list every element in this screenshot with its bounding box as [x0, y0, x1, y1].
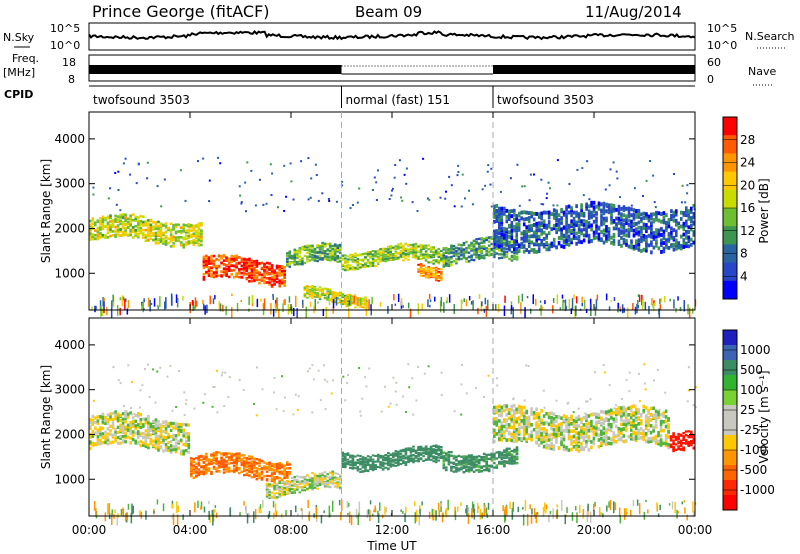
nsearch-tick-bottom: 10^0	[707, 39, 737, 52]
power-cbar-tick-3: 16	[740, 201, 755, 215]
freq-bar-1	[493, 65, 695, 74]
power-ytick-1: 2000	[54, 221, 85, 235]
power-cbar-tick-2: 20	[740, 178, 755, 192]
velocity-ytick-0: 1000	[54, 472, 85, 486]
freq-tick-bottom: 8	[68, 73, 75, 86]
power-cbar-swatch-5	[723, 208, 737, 227]
vel-cbar-tick-1: 500	[740, 363, 763, 377]
vel-cbar-swatch-8	[723, 450, 737, 466]
power-cbar-tick-0: 28	[740, 133, 755, 147]
vel-cbar-swatch-10	[723, 480, 737, 496]
xtick-label-1: 04:00	[173, 523, 208, 537]
velocity-ytick-1: 2000	[54, 427, 85, 441]
nsky-trace	[88, 30, 696, 41]
power-colorbar: 28 24 20 16 12 8 4	[722, 116, 755, 300]
power-cbar-tick-5: 8	[740, 247, 748, 261]
station-title: Prince George (fitACF)	[92, 2, 270, 21]
velocity-panel-bg	[89, 318, 695, 516]
nsky-tick-top: 10^5	[50, 22, 80, 35]
power-cbar-tick-6: 4	[740, 269, 748, 283]
power-heatmap	[89, 156, 697, 321]
power-ytick-2: 3000	[54, 177, 85, 191]
power-cbar-swatch-4	[723, 189, 737, 209]
power-cbar-tick-1: 24	[740, 156, 755, 170]
power-cbar-swatch-0	[723, 117, 737, 136]
nave-tick-bottom: 0	[707, 73, 714, 86]
x-axis-label: Time UT	[366, 539, 417, 553]
xtick-label-6: 00:00	[678, 523, 713, 537]
freq-label: Freq.	[12, 52, 39, 65]
power-y-axis: 1000 2000 3000 4000	[54, 112, 695, 310]
cpid-segment-label-2: twofsound 3503	[497, 93, 594, 107]
cpid-segment-label-0: twofsound 3503	[93, 93, 190, 107]
velocity-ytick-2: 3000	[54, 383, 85, 397]
vel-cbar-swatch-3	[723, 375, 737, 391]
vel-cbar-tick-2: 100	[740, 383, 763, 397]
vel-cbar-tick-5: -100	[740, 443, 767, 457]
freq-bar-0	[89, 65, 342, 74]
time-x-axis: 00:00 04:00 08:00 12:00 16:00 20:00 00:00	[72, 112, 713, 537]
vel-cbar-tick-6: -500	[740, 463, 767, 477]
freq-tick-top: 18	[62, 56, 76, 69]
vel-cbar-swatch-0	[723, 330, 737, 346]
vel-cbar-tick-7: -1000	[740, 483, 775, 497]
vel-cbar-tick-4: -25	[740, 423, 760, 437]
vel-cbar-tick-3: 25	[740, 403, 755, 417]
nave-label: Nave	[748, 65, 776, 78]
nsearch-tick-top: 10^5	[707, 22, 737, 35]
power-cbar-swatch-8	[723, 262, 737, 282]
power-ylabel: Slant Range [km]	[39, 159, 53, 263]
velocity-y-axis: 1000 2000 3000 4000	[54, 318, 695, 516]
vel-cbar-swatch-9	[723, 465, 737, 481]
power-ytick-3: 4000	[54, 132, 85, 146]
xtick-label-3: 12:00	[375, 523, 410, 537]
vel-cbar-swatch-2	[723, 360, 737, 376]
freq-bars	[89, 65, 695, 75]
power-colorbar-title: Power [dB]	[757, 178, 771, 243]
vel-cbar-swatch-1	[723, 345, 737, 361]
cpid-segments: twofsound 3503 normal (fast) 151 twofsound…	[93, 86, 594, 108]
power-cbar-swatch-9	[723, 280, 737, 300]
vel-cbar-swatch-7	[723, 435, 737, 451]
freq-unit-label: [MHz]	[3, 66, 35, 79]
beam-title: Beam 09	[355, 3, 422, 21]
cpid-label: CPID	[4, 88, 33, 101]
vel-cbar-swatch-5	[723, 405, 737, 421]
power-ytick-0: 1000	[54, 266, 85, 280]
xtick-label-5: 20:00	[577, 523, 612, 537]
nsky-label: N.Sky	[3, 31, 35, 44]
vel-cbar-swatch-11	[723, 495, 737, 511]
xtick-label-0: 00:00	[72, 523, 107, 537]
velocity-ylabel: Slant Range [km]	[39, 365, 53, 469]
power-cbar-swatch-3	[723, 171, 737, 191]
vel-cbar-swatch-4	[723, 390, 737, 406]
nsky-tick-bottom: 10^0	[50, 39, 80, 52]
velocity-ytick-3: 4000	[54, 338, 85, 352]
power-cbar-tick-4: 12	[740, 224, 755, 238]
xtick-label-4: 16:00	[476, 523, 511, 537]
power-cbar-swatch-1	[723, 135, 737, 154]
nsearch-label: N.Search	[745, 30, 795, 43]
nave-tick-top: 60	[707, 56, 721, 69]
vel-cbar-swatch-6	[723, 420, 737, 436]
vel-cbar-tick-0: 1000	[740, 343, 771, 357]
velocity-heatmap	[89, 363, 697, 526]
velocity-colorbar: 1000 500 100 25 -25 -100 -500 -1000	[722, 329, 775, 511]
cpid-segment-label-1: normal (fast) 151	[346, 93, 450, 107]
velocity-colorbar-title: Velocity [m s⁻¹]	[757, 370, 771, 463]
xtick-label-2: 08:00	[274, 523, 309, 537]
power-cbar-swatch-6	[723, 226, 737, 245]
date-title: 11/Aug/2014	[585, 3, 682, 21]
